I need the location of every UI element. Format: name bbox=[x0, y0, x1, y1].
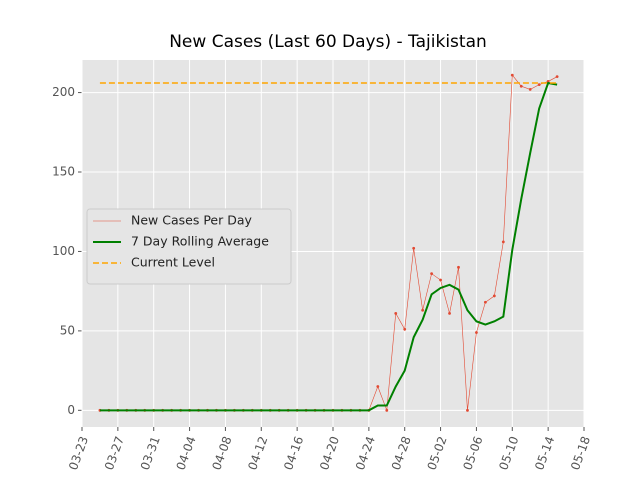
point bbox=[492, 294, 496, 298]
x-tick-label: 05-06 bbox=[460, 434, 485, 472]
point bbox=[403, 327, 407, 331]
point bbox=[501, 240, 505, 244]
point bbox=[448, 312, 451, 315]
y-tick-label: 50 bbox=[60, 323, 75, 337]
x-tick-label: 04-12 bbox=[245, 434, 270, 472]
y-tick-label: 0 bbox=[67, 403, 75, 417]
legend-label: New Cases Per Day bbox=[131, 213, 252, 228]
point bbox=[457, 265, 460, 269]
x-tick-label: 04-04 bbox=[174, 434, 199, 472]
point bbox=[528, 87, 532, 91]
point bbox=[483, 300, 487, 304]
x-tick-label: 03-23 bbox=[66, 434, 91, 472]
x-tick-label: 04-20 bbox=[317, 434, 342, 472]
chart-title: New Cases (Last 60 Days) - Tajikistan bbox=[169, 32, 487, 52]
point bbox=[394, 312, 398, 315]
y-tick-label: 100 bbox=[52, 244, 75, 258]
point bbox=[385, 408, 389, 412]
point bbox=[430, 272, 434, 276]
x-tick-label: 05-02 bbox=[425, 434, 450, 472]
x-tick-label: 04-16 bbox=[281, 434, 306, 472]
x-tick-label: 04-24 bbox=[353, 434, 378, 472]
point bbox=[475, 331, 478, 334]
point bbox=[466, 408, 469, 412]
point bbox=[537, 83, 541, 87]
point bbox=[510, 73, 514, 77]
y-tick-label: 200 bbox=[52, 85, 75, 99]
legend-box bbox=[86, 208, 292, 285]
y-tick-label: 150 bbox=[52, 165, 75, 179]
point bbox=[519, 84, 523, 88]
x-tick-label: 03-31 bbox=[138, 434, 163, 472]
x-tick-label: 04-28 bbox=[389, 434, 414, 472]
legend-label: Current Level bbox=[131, 255, 215, 270]
x-tick-label: 05-18 bbox=[568, 434, 593, 472]
x-tick-label: 05-10 bbox=[496, 434, 521, 472]
x-tick-label: 04-08 bbox=[209, 434, 234, 472]
point bbox=[412, 246, 416, 250]
legend-label: 7 Day Rolling Average bbox=[131, 234, 269, 249]
point bbox=[555, 75, 559, 79]
x-tick-label: 03-27 bbox=[102, 434, 127, 472]
line-series bbox=[99, 81, 558, 412]
point bbox=[439, 278, 442, 282]
point bbox=[376, 385, 380, 388]
point bbox=[421, 308, 425, 312]
x-tick-label: 05-14 bbox=[532, 434, 557, 472]
